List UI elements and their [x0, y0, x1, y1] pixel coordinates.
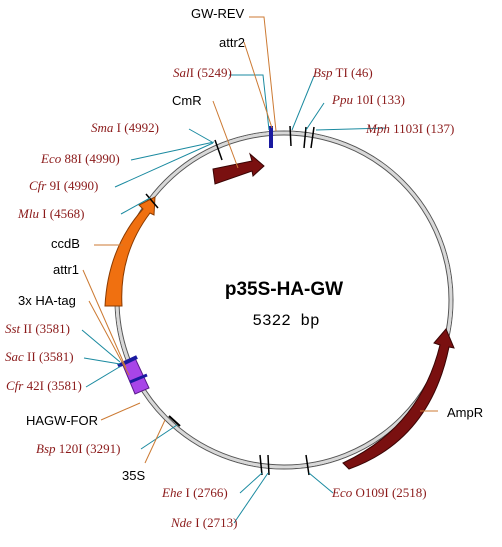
attr1-mark — [117, 355, 138, 368]
hagw-for-label: HAGW-FOR — [26, 413, 98, 428]
attr1-label: attr1 — [53, 262, 79, 277]
cmr-label: CmR — [172, 93, 202, 108]
site-ticks — [145, 125, 315, 476]
ampr-label: AmpR — [447, 405, 483, 420]
plasmid-name: p35S-HA-GW — [225, 279, 343, 300]
plasmid-size: 5322 bp — [252, 312, 319, 330]
site-sstii: Sst II (3581) — [5, 321, 70, 336]
cmr-arrow — [212, 152, 265, 185]
ha-tag-label: 3x HA-tag — [18, 293, 76, 308]
ampr-arrow — [342, 328, 455, 470]
attr2-label: attr2 — [219, 35, 245, 50]
site-bspti: Bsp TI (46) — [313, 65, 373, 80]
site-bsp120i: Bsp 120I (3291) — [36, 441, 121, 456]
backbone-inner — [118, 134, 450, 466]
site-ppu10i: Ppu 10I (133) — [331, 92, 405, 107]
site-ecoo109i: Eco O109I (2518) — [331, 485, 427, 500]
site-sacii: Sac II (3581) — [5, 349, 74, 364]
hagw-for-mark — [129, 373, 148, 384]
site-sali: SalI (5249) — [173, 65, 232, 80]
site-smai: Sma I (4992) — [91, 120, 159, 135]
site-mph1103i: Mph 1103I (137) — [365, 121, 454, 136]
site-ndei: Nde I (2713) — [170, 515, 237, 530]
site-mlui: Mlu I (4568) — [17, 206, 84, 221]
site-cfr42i: Cfr 42I (3581) — [6, 378, 82, 393]
p35s-label: 35S — [122, 468, 145, 483]
p35s-mark — [168, 415, 181, 427]
site-cfr9i: Cfr 9I (4990) — [29, 178, 98, 193]
site-connectors — [81, 74, 387, 524]
feature-connectors — [82, 16, 438, 464]
ccdb-arrow — [104, 196, 156, 307]
site-ehei: Ehe I (2766) — [161, 485, 228, 500]
gw-rev-label: GW-REV — [191, 6, 245, 21]
ccdb-label: ccdB — [51, 236, 80, 251]
site-eco88i: Eco 88I (4990) — [40, 151, 120, 166]
